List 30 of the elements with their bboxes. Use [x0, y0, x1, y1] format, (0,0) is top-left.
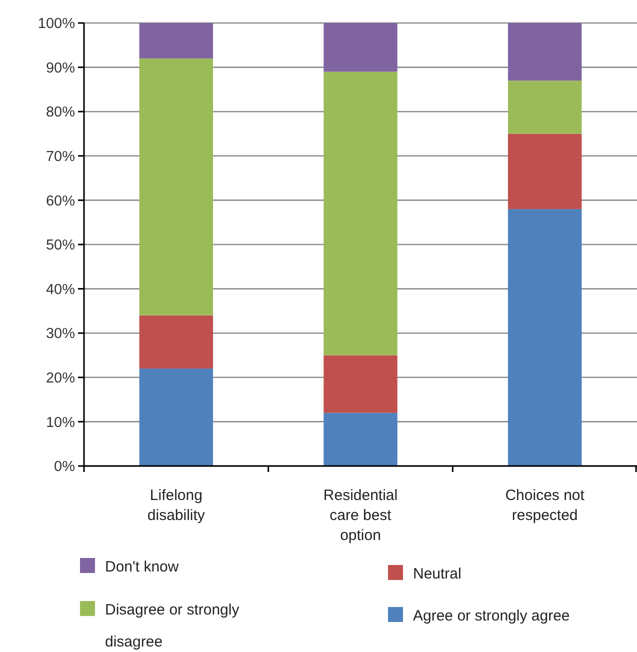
bar — [324, 72, 398, 356]
y-tick-label: 60% — [46, 193, 76, 210]
y-tick-label: 0% — [54, 459, 76, 476]
bar — [324, 355, 398, 413]
x-tick-label: Choices not respected — [505, 487, 586, 524]
bar — [139, 315, 214, 369]
y-tick-label: 100% — [38, 16, 76, 32]
y-tick-label: 90% — [46, 60, 76, 76]
legend-label: Disagree or strongly disagree — [105, 601, 240, 650]
y-tick-label: 50% — [46, 238, 76, 254]
bar — [508, 23, 582, 81]
bar — [508, 134, 582, 210]
x-tick-label: Lifelong disability — [147, 487, 206, 524]
bar — [324, 23, 398, 72]
bar — [324, 412, 398, 466]
bar — [139, 368, 214, 466]
bar — [139, 23, 214, 58]
legend-label: Agree or strongly agree — [413, 607, 570, 624]
y-tick-label: 70% — [46, 148, 76, 165]
bar — [139, 58, 214, 316]
y-tick-label: 40% — [46, 282, 76, 298]
legend-label: Neutral — [413, 565, 462, 582]
bar — [508, 209, 582, 466]
y-tick-label: 30% — [46, 326, 76, 342]
legend-label: Don't know — [105, 558, 179, 576]
y-tick-label: 80% — [46, 104, 76, 121]
bar — [508, 80, 582, 134]
y-tick-label: 10% — [46, 414, 76, 431]
y-tick-label: 20% — [46, 370, 76, 386]
x-tick-label: Residential care best option — [323, 487, 398, 544]
